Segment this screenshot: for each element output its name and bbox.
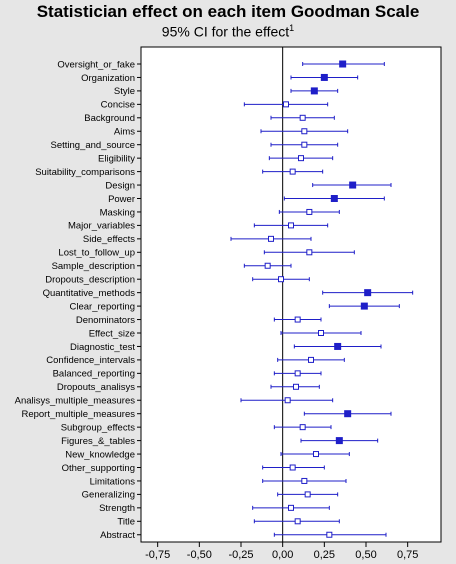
item-label: Report_multiple_measures <box>21 409 135 420</box>
item-label: Aims <box>114 127 135 138</box>
estimate-marker <box>294 316 301 323</box>
item-label: Concise <box>101 100 135 111</box>
x-tick-label: 0,50 <box>355 549 376 561</box>
estimate-marker <box>299 424 306 431</box>
item-label: Limitations <box>90 476 136 487</box>
estimate-marker <box>335 437 343 445</box>
estimate-marker <box>278 276 284 283</box>
item-label: Dropouts_analisys <box>57 382 135 393</box>
x-tick-label: 0,25 <box>314 549 335 561</box>
item-label: New_knowledge <box>65 449 135 460</box>
estimate-marker <box>283 101 289 108</box>
estimate-marker <box>299 114 306 121</box>
item-label: Organization <box>81 73 135 84</box>
item-label: Oversight_or_fake <box>57 59 135 70</box>
estimate-marker <box>334 342 342 350</box>
footnote-marker: 1 <box>289 23 295 33</box>
estimate-marker <box>344 410 352 418</box>
estimate-marker <box>360 302 368 310</box>
estimate-marker <box>301 477 308 484</box>
estimate-marker <box>294 370 301 377</box>
item-label: Lost_to_follow_up <box>58 248 135 259</box>
estimate-marker <box>301 128 308 135</box>
item-label: Generalizing <box>82 490 135 501</box>
x-tick-label: 0,75 <box>397 549 418 561</box>
item-label: Suitability_comparisons <box>35 167 135 178</box>
estimate-marker <box>288 504 294 511</box>
item-label: Style <box>114 86 135 97</box>
item-label: Effect_size <box>89 328 135 339</box>
item-label: Major_variables <box>68 221 135 232</box>
estimate-marker <box>364 289 372 297</box>
estimate-marker <box>293 383 299 390</box>
item-label: Design <box>105 180 135 191</box>
estimate-marker <box>301 141 308 148</box>
item-label: Figures_&_tables <box>61 436 135 447</box>
item-label: Eligibility <box>98 153 135 164</box>
estimate-marker <box>294 518 301 525</box>
item-label: Side_effects <box>83 234 135 245</box>
estimate-marker <box>306 249 313 256</box>
subtitle-text: 95% CI for the effect <box>161 23 290 40</box>
estimate-marker <box>320 73 328 81</box>
x-tick-label: 0,00 <box>272 549 293 561</box>
estimate-marker <box>306 208 313 215</box>
item-label: Title <box>117 517 135 528</box>
item-label: Quantitative_methods <box>43 288 136 299</box>
item-label: Clear_reporting <box>70 301 135 312</box>
item-label: Setting_and_source <box>50 140 135 151</box>
item-label: Power <box>108 194 135 205</box>
estimate-marker <box>289 168 296 175</box>
item-label: Confidence_intervals <box>46 355 135 366</box>
estimate-marker <box>264 262 271 269</box>
estimate-marker <box>289 464 296 471</box>
item-label: Balanced_reporting <box>53 369 135 380</box>
chart-subtitle: 95% CI for the effect1 <box>0 23 456 40</box>
estimate-marker <box>330 195 338 202</box>
item-label: Denominators <box>76 315 135 326</box>
item-label: Other_supporting <box>62 463 135 474</box>
x-tick-label: -0,75 <box>145 549 170 561</box>
item-label: Analisys_multiple_measures <box>15 396 136 407</box>
item-label: Background <box>84 113 135 124</box>
x-tick-label: -0,25 <box>228 549 253 561</box>
plot-area <box>140 46 442 543</box>
item-label: Dropouts_description <box>45 275 135 286</box>
estimate-marker <box>326 531 333 538</box>
chart-title: Statistician effect on each item Goodman… <box>36 2 420 21</box>
estimate-marker <box>268 235 274 242</box>
estimate-marker <box>304 491 311 498</box>
estimate-marker <box>308 356 314 363</box>
estimate-marker <box>339 60 347 68</box>
item-label: Subgroup_effects <box>61 422 136 433</box>
estimate-marker <box>349 181 357 189</box>
estimate-marker <box>298 155 304 162</box>
item-label: Sample_description <box>52 261 135 272</box>
estimate-marker <box>318 330 324 336</box>
item-label: Masking <box>100 207 135 218</box>
estimate-marker <box>284 397 291 404</box>
estimate-marker <box>310 87 318 95</box>
estimate-marker <box>288 222 294 229</box>
x-tick-label: -0,50 <box>187 549 212 561</box>
item-label: Strength <box>99 503 135 514</box>
item-label: Abstract <box>100 530 135 541</box>
item-label: Diagnostic_test <box>70 342 135 353</box>
estimate-marker <box>313 451 319 458</box>
